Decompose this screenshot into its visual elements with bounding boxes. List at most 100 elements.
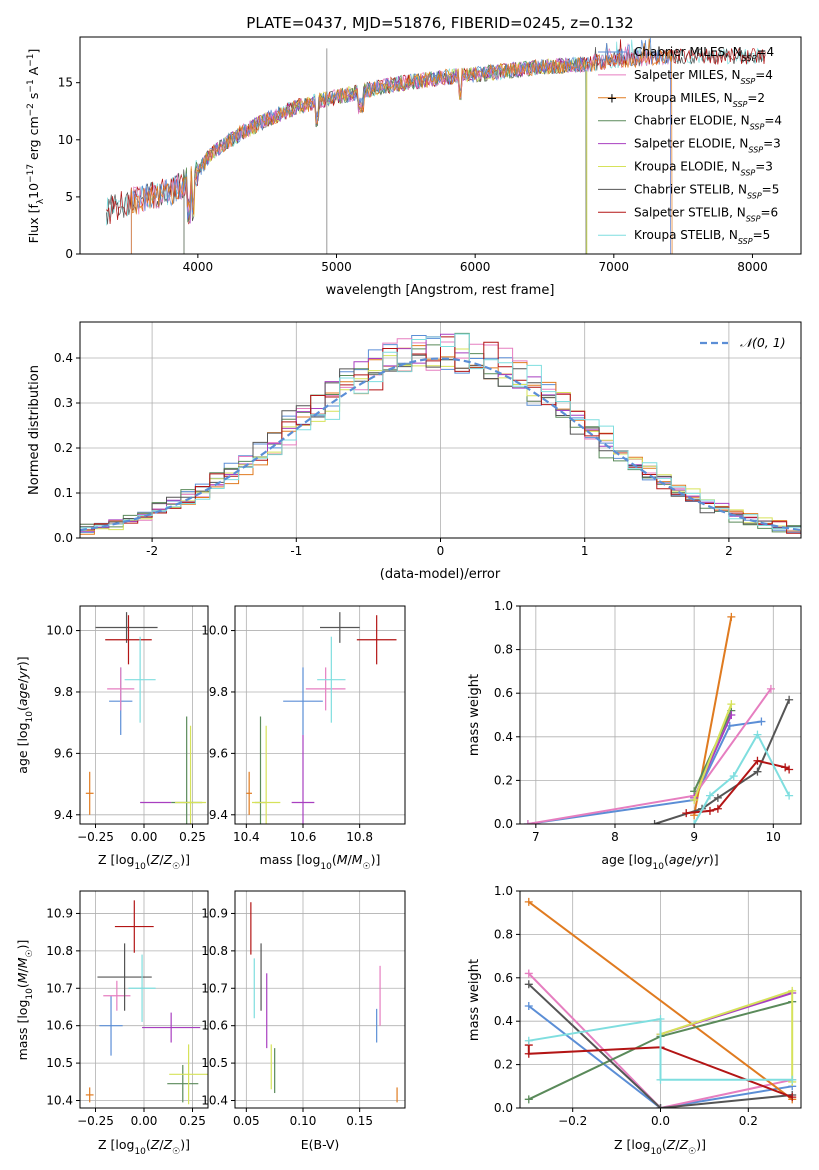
y-tick-label: 0.2 <box>494 773 513 787</box>
x-tick-label: 8000 <box>737 260 768 274</box>
x-tick-label: 5000 <box>321 260 352 274</box>
y-tick-label: 10.8 <box>46 944 73 958</box>
y-tick-label: 10.4 <box>46 1094 73 1108</box>
weight-series-kroupa-elodie <box>690 700 736 805</box>
errorbar-salpeter-stelib <box>114 900 154 953</box>
panel-mass_vs_Z: −0.25 0.00 0.25 10.4 10.5 10.6 10.7 10.8 10.9 Z [… <box>15 890 209 1157</box>
weight-line <box>528 901 793 1101</box>
y-tick-label: 9.6 <box>209 746 228 760</box>
weight-marker <box>753 730 762 739</box>
panel-mass_weight_vs_age: 7 8 9 10 0.0 0.2 0.4 0.6 0.8 1.0 age [log10(age/yr… <box>467 599 802 872</box>
y-tick-label: 10.5 <box>46 1056 73 1070</box>
y-tick-label: 0.8 <box>494 643 513 657</box>
legend-marker: + <box>607 91 618 106</box>
errorbar-chabrier-stelib <box>95 612 158 643</box>
errorbar-kroupa-stelib <box>317 636 346 723</box>
weight-marker <box>727 700 736 709</box>
x-tick-label: -2 <box>146 544 158 558</box>
y-tick-label: 0.8 <box>494 927 513 941</box>
errorbar-chabrier-elodie <box>167 1064 199 1103</box>
x-tick-label: -1 <box>290 544 302 558</box>
weight-marker <box>524 1036 533 1045</box>
spectrum-series-kroupa-miles <box>130 38 673 254</box>
x-axis-label: wavelength [Angstrom, rest frame] <box>326 283 555 298</box>
x-axis-label: Z [log10(Z/Z☉)] <box>98 1137 190 1157</box>
y-tick-label: 10.4 <box>201 1094 228 1108</box>
y-tick-label: 10.9 <box>46 906 73 920</box>
errorbar-kroupa-miles <box>246 771 252 815</box>
y-tick-label: 9.4 <box>54 808 73 822</box>
x-tick-label: −0.25 <box>77 830 114 844</box>
weight-marker <box>753 756 762 765</box>
legend-label: Chabrier ELODIE, NSSP=4 <box>634 114 782 132</box>
y-tick-label: 10.8 <box>201 944 228 958</box>
y-tick-label: 10.6 <box>201 1019 228 1033</box>
y-tick-label: 0.0 <box>494 1101 513 1115</box>
plot-area-mass_weight_vs_Z <box>524 897 797 1108</box>
errorbar-kroupa-elodie <box>175 725 207 824</box>
y-tick-label: 0.4 <box>54 351 73 365</box>
legend-label: Salpeter STELIB, NSSP=6 <box>634 205 778 223</box>
histogram-chabrier-stelib <box>80 354 801 529</box>
weight-marker <box>766 684 775 693</box>
y-tick-label: 9.6 <box>54 746 73 760</box>
x-tick-label: 0.00 <box>131 1114 158 1128</box>
plot-area-residual_distribution <box>80 332 801 535</box>
weight-marker <box>656 1104 665 1108</box>
x-tick-label: 10.6 <box>290 830 317 844</box>
weight-marker <box>788 986 797 995</box>
errorbar-kroupa-elodie <box>252 725 281 824</box>
spectrum-series-chabrier-miles <box>130 37 672 254</box>
y-tick-label: 10 <box>58 133 73 147</box>
y-tick-label: 0.4 <box>494 730 513 744</box>
errorbar-kroupa-stelib <box>124 636 156 723</box>
legend-normal: 𝒩(0, 1) <box>700 335 786 350</box>
weight-marker <box>524 897 533 906</box>
x-tick-label: 4000 <box>183 260 214 274</box>
errorbar-salpeter-miles <box>305 667 346 711</box>
plot-area-mass_vs_EBV <box>250 902 398 1103</box>
weight-series-salpeter-elodie <box>690 711 736 802</box>
weight-line <box>528 983 793 1108</box>
weight-line <box>527 688 772 824</box>
plot-area-spectrum <box>105 37 766 254</box>
axes-frame <box>519 605 802 825</box>
y-tick-label: 9.8 <box>54 685 73 699</box>
axes-frame <box>234 890 406 1109</box>
y-tick-label: 0.2 <box>54 441 73 455</box>
weight-marker <box>727 612 736 621</box>
x-tick-label: 7000 <box>599 260 630 274</box>
x-tick-label: 2 <box>725 544 733 558</box>
weight-line <box>693 703 733 801</box>
y-axis-label: mass [log10(M/M☉)] <box>15 940 35 1061</box>
y-tick-label: 9.8 <box>209 685 228 699</box>
y-tick-label: 0.0 <box>54 531 73 545</box>
weight-marker <box>690 796 699 805</box>
plot-area-age_vs_Z <box>85 612 207 824</box>
legend-label: Kroupa MILES, NSSP=2 <box>634 91 765 109</box>
legend-label: Kroupa STELIB, NSSP=5 <box>634 228 770 246</box>
weight-marker <box>705 791 714 800</box>
y-axis-label: mass weight <box>467 959 482 1041</box>
axes-frame <box>234 605 406 825</box>
errorbar-salpeter-elodie <box>291 734 315 824</box>
weight-marker <box>524 1049 533 1058</box>
errorbar-salpeter-miles <box>107 667 135 711</box>
legend-entry-chabrier-miles: Chabrier MILES, NSSP=4 <box>598 45 774 63</box>
x-axis-label: mass [log10(M/M☉)] <box>260 852 381 872</box>
spectrum-series-kroupa-elodie <box>183 58 587 254</box>
x-tick-label: 0.2 <box>739 1114 758 1128</box>
x-axis-label: (data-model)/error <box>380 567 501 582</box>
weight-series-kroupa-stelib <box>524 1015 797 1084</box>
legend-entry-kroupa-miles: + Kroupa MILES, NSSP=2 <box>598 91 765 109</box>
weight-marker <box>757 717 766 726</box>
x-tick-label: 10.8 <box>346 830 373 844</box>
x-tick-label: 0.05 <box>233 1114 260 1128</box>
y-tick-label: 5 <box>65 190 73 204</box>
errorbar-kroupa-stelib <box>128 954 156 1022</box>
weight-marker <box>785 791 794 800</box>
weight-marker <box>650 820 659 824</box>
panel-mass_vs_EBV: 0.05 0.10 0.15 10.4 10.5 10.6 10.7 10.8 10.9 E(B-… <box>201 890 406 1152</box>
normal-curve <box>80 357 801 532</box>
